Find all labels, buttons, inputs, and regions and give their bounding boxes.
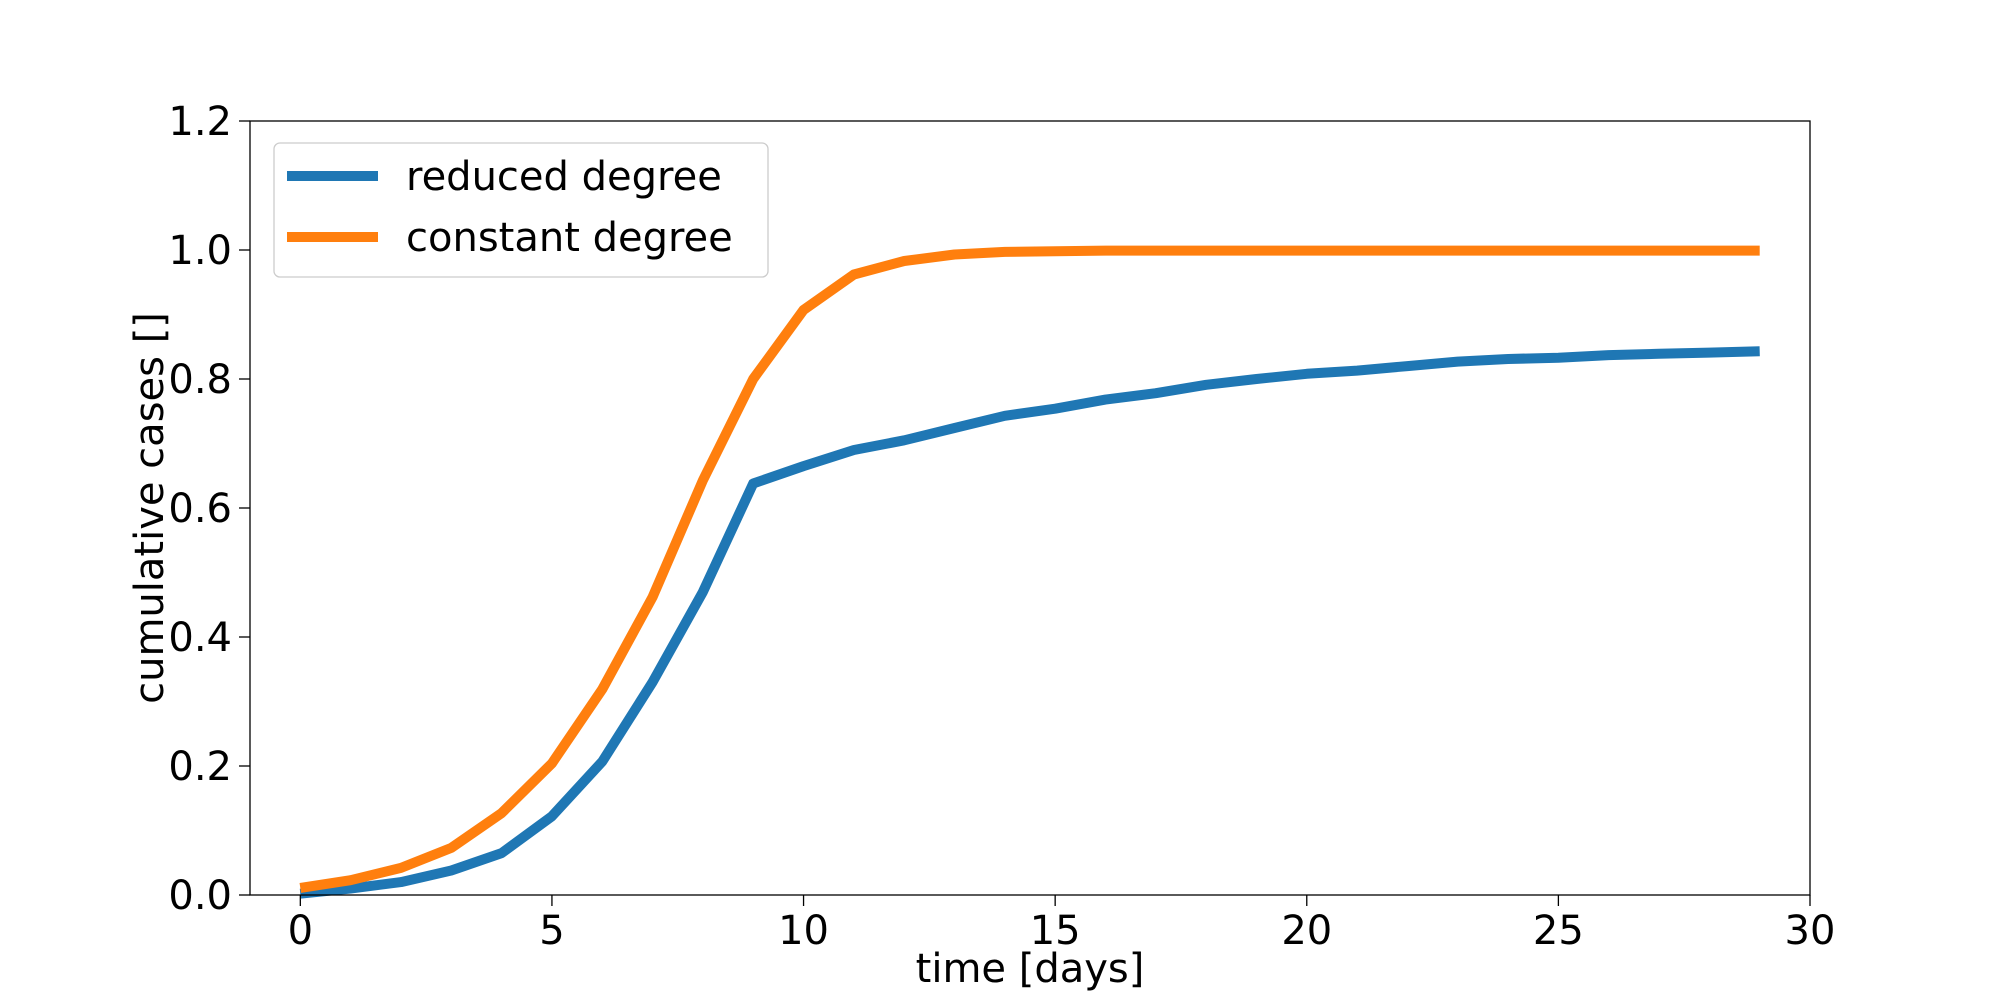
x-tick-label: 0 <box>288 908 313 954</box>
x-tick-label: 15 <box>1030 908 1081 954</box>
legend-label-2: constant degree <box>406 215 733 261</box>
y-tick-label: 0.6 <box>168 486 232 532</box>
series-line-1 <box>299 346 1760 899</box>
y-tick-label: 0.2 <box>168 744 232 790</box>
series-lines <box>299 245 1760 899</box>
x-tick-label: 20 <box>1281 908 1332 954</box>
y-tick-label: 1.2 <box>168 99 232 145</box>
series-line-2 <box>299 245 1760 893</box>
y-tick-label: 0.8 <box>168 357 232 403</box>
y-tick-label: 0.0 <box>168 873 232 919</box>
legend-label-1: reduced degree <box>406 154 722 200</box>
x-tick-label: 25 <box>1533 908 1584 954</box>
x-tick-label: 10 <box>778 908 829 954</box>
x-axis-label: time [days] <box>916 946 1145 992</box>
x-axis: 0 5 10 15 20 25 30 <box>288 895 1836 954</box>
y-tick-label: 0.4 <box>168 615 232 661</box>
x-tick-label: 30 <box>1785 908 1836 954</box>
y-axis: 0.0 0.2 0.4 0.6 0.8 1.0 1.2 <box>168 99 250 919</box>
x-tick-label: 5 <box>539 908 564 954</box>
y-tick-label: 1.0 <box>168 228 232 274</box>
y-axis-label: cumulative cases [] <box>127 312 173 704</box>
legend: reduced degree constant degree <box>273 142 769 278</box>
legend-box <box>273 142 769 278</box>
